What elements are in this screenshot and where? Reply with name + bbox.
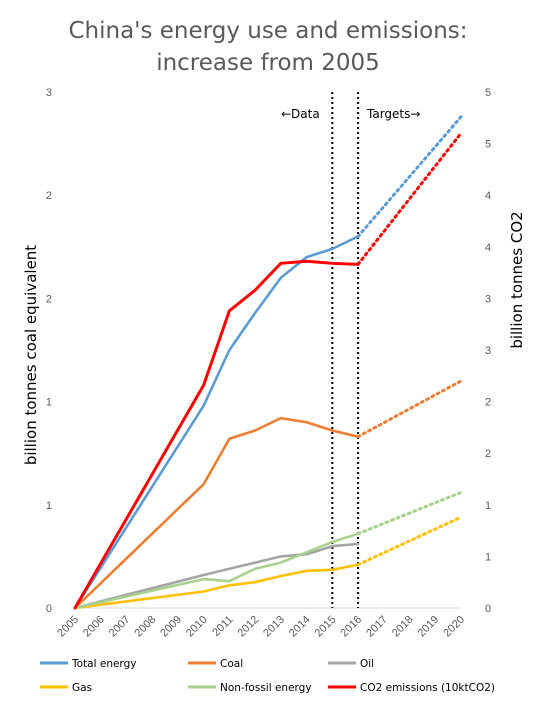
x-tick-label: 2006 (81, 614, 107, 640)
y-right-tick-label: 3 (485, 293, 491, 305)
x-tick-label: 2014 (287, 614, 313, 640)
y-right-tick-label: 3 (485, 345, 491, 357)
y-right-tick-label: 5 (485, 139, 491, 151)
x-tick-label: 2015 (313, 614, 339, 640)
y-right-tick-label: 2 (485, 397, 491, 409)
x-tick-label: 2008 (133, 614, 159, 640)
y-right-tick-label: 5 (485, 87, 491, 99)
targets-annotation: Targets→ (366, 107, 420, 121)
y-right-tick-label: 2 (485, 448, 491, 460)
y-right-tick-label: 4 (485, 242, 491, 254)
legend-label-co2-emissions-10ktco2: CO2 emissions (10ktCO2) (360, 682, 495, 694)
x-tick-label: 2007 (107, 614, 133, 640)
data-annotation: ←Data (281, 107, 320, 121)
y-left-tick-label: 3 (46, 87, 52, 99)
y-left-tick-label: 2 (46, 190, 52, 202)
x-tick-label: 2020 (441, 614, 467, 640)
series-target-gas (356, 515, 463, 567)
y-axis-left-ticks: 0 1 1 2 2 3 (46, 87, 52, 615)
series-target-coal (356, 379, 463, 439)
y-left-tick-label: 2 (46, 293, 52, 305)
chart-title-line-1: China's energy use and emissions: (68, 18, 467, 44)
series-line-oil (73, 542, 360, 610)
legend-label-total-energy: Total energy (71, 658, 136, 670)
series-lines (73, 115, 463, 610)
series-line-coal (73, 416, 360, 610)
y-left-tick-label: 0 (46, 603, 52, 615)
series-line-non-fossil-energy (73, 532, 360, 610)
series-target-co2-emissions-10ktco2 (356, 131, 463, 266)
series-target-non-fossil-energy (356, 490, 463, 536)
data-target-dividers (331, 92, 360, 608)
legend-label-gas: Gas (72, 682, 92, 694)
x-tick-label: 2018 (390, 614, 416, 640)
y-right-tick-label: 0 (485, 603, 491, 615)
x-tick-label: 2010 (184, 614, 210, 640)
series-target-total-energy (356, 115, 463, 238)
y-axis-left-title: billion tonnes coal equivalent (22, 245, 40, 465)
y-right-tick-label: 4 (485, 190, 491, 202)
x-tick-label: 2011 (210, 614, 235, 639)
legend-label-oil: Oil (360, 658, 374, 670)
series-line-total-energy (73, 235, 360, 610)
x-tick-label: 2013 (261, 614, 287, 640)
legend-label-coal: Coal (220, 658, 243, 670)
x-tick-label: 2016 (338, 614, 364, 640)
legend-label-non-fossil-energy: Non-fossil energy (220, 682, 312, 694)
y-right-tick-label: 1 (485, 500, 491, 512)
y-right-tick-label: 1 (485, 551, 491, 563)
x-tick-label: 2017 (364, 614, 390, 640)
x-axis-ticks: 2005 2006 2007 2008 2009 2010 2011 2012 2013 2014… (55, 614, 467, 640)
series-line-co2-emissions-10ktco2 (73, 259, 360, 610)
y-axis-right-ticks: 0 1 1 2 2 3 3 4 4 5 5 (485, 87, 491, 615)
x-tick-label: 2019 (416, 614, 442, 640)
y-left-tick-label: 1 (46, 397, 52, 409)
y-axis-right-title: billion tonnes CO2 (508, 211, 526, 348)
series-line-gas (73, 563, 360, 610)
chart-title-line-2: increase from 2005 (156, 50, 380, 76)
legend: Total energy Coal Oil Gas Non-fossil energy C… (40, 658, 495, 694)
x-tick-label: 2012 (235, 614, 261, 640)
x-tick-label: 2005 (55, 614, 81, 640)
y-left-tick-label: 1 (46, 500, 52, 512)
x-tick-label: 2009 (158, 614, 184, 640)
